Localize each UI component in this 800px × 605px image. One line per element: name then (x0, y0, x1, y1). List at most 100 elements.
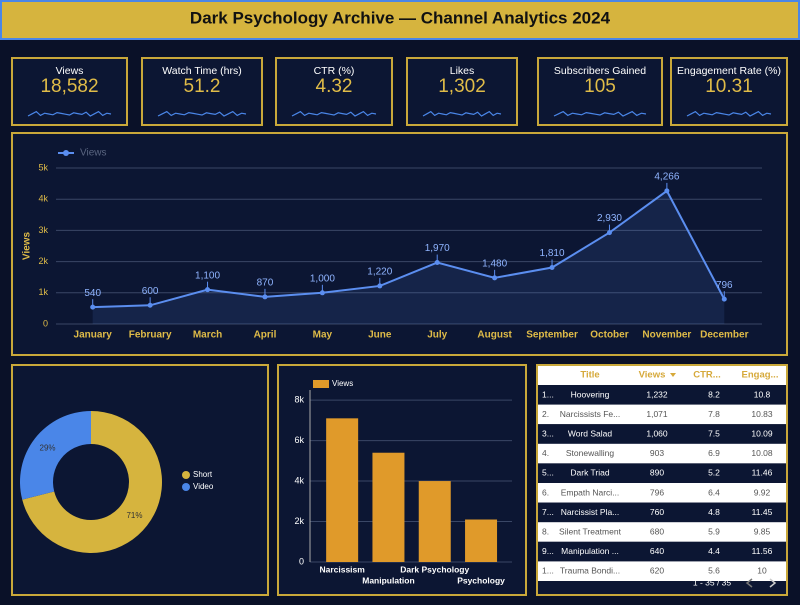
point (90, 304, 96, 310)
kpi-value: 1,302 (438, 76, 486, 97)
bar (326, 418, 359, 562)
sparkline (157, 110, 247, 117)
point (549, 265, 555, 271)
point (319, 290, 325, 296)
y-tick-label: 0 (299, 556, 304, 566)
table-cell: 7.8 (708, 409, 720, 419)
table-cell: 4.4 (708, 546, 720, 556)
point (721, 296, 727, 302)
table-cell: 7.5 (708, 428, 720, 438)
table-cell: 6.4 (708, 487, 720, 497)
y-tick-label: 4k (294, 475, 304, 485)
x-tick-label: December (700, 330, 748, 341)
table-cell: 9.85 (754, 526, 771, 536)
data-label: 1,480 (482, 258, 507, 269)
kpi-value: 4.32 (316, 76, 353, 97)
pie-slice (20, 411, 92, 500)
table-cell: 10.8 (754, 389, 771, 399)
table-cell: Narcissist Pla... (561, 507, 620, 517)
kpi-label: Watch Time (hrs) (162, 65, 242, 77)
kpi-value: 105 (584, 76, 616, 97)
table-row (538, 502, 786, 523)
kpi-label: Subscribers Gained (554, 65, 646, 77)
x-tick-label: August (477, 330, 512, 341)
table-cell: 5.6 (708, 566, 720, 576)
table-cell: 8. (542, 526, 549, 536)
x-tick-label: April (254, 330, 277, 341)
column-header: Engag... (742, 370, 779, 381)
table-row (538, 404, 786, 425)
x-tick-label: May (313, 330, 333, 341)
y-tick-label: 5k (38, 162, 48, 172)
kpi-value: 18,582 (40, 76, 98, 97)
point (434, 260, 440, 266)
header-bar (0, 0, 800, 40)
y-axis-label: Views (22, 231, 33, 260)
legend-label: Video (193, 482, 214, 491)
legend-swatch (313, 380, 329, 388)
table-cell: 1,071 (646, 409, 668, 419)
table-cell: 1,232 (646, 389, 668, 399)
x-tick-label: Narcissism (319, 564, 365, 574)
line-area (92, 190, 725, 324)
table-cell: 680 (650, 526, 664, 536)
page-next[interactable] (769, 578, 777, 588)
table-cell: 10.08 (751, 448, 773, 458)
slice-label: 71% (126, 511, 142, 520)
y-tick-label: 8k (294, 394, 304, 404)
legend-marker (182, 483, 190, 491)
y-tick-label: 4k (38, 194, 48, 204)
sparkline (422, 110, 502, 117)
table-cell: Dark Triad (570, 468, 609, 478)
table-cell: 640 (650, 546, 664, 556)
legend-label: Views (332, 379, 353, 388)
bar (465, 519, 498, 562)
table-cell: 9.92 (754, 487, 771, 497)
table-row (538, 385, 786, 405)
table-cell: 5... (542, 468, 554, 478)
table-cell: 11.46 (752, 468, 773, 478)
legend-marker (63, 150, 69, 156)
x-tick-label: March (193, 330, 222, 341)
data-label: 1,220 (367, 267, 392, 278)
table-cell: 7... (542, 507, 554, 517)
y-tick-label: 2k (294, 516, 304, 526)
line-panel (11, 132, 788, 356)
page-prev[interactable] (745, 578, 753, 588)
table-cell: 11.45 (752, 507, 773, 517)
column-header: Views (639, 370, 666, 381)
table-row (538, 522, 786, 542)
x-tick-label: November (642, 330, 691, 341)
table-cell: 10.09 (751, 428, 773, 438)
table-cell: 903 (650, 448, 664, 458)
bar (418, 481, 451, 562)
data-label: 1,000 (310, 273, 335, 284)
point (205, 287, 211, 293)
data-label: 540 (84, 288, 101, 299)
table-cell: 1,060 (646, 428, 668, 438)
dashboard-title: Dark Psychology Archive — Channel Analyt… (190, 8, 611, 27)
table-cell: Trauma Bondi... (560, 566, 620, 576)
table-cell: 6. (542, 487, 549, 497)
sparkline (27, 110, 112, 117)
table-row (538, 483, 786, 503)
table-cell: 8.2 (708, 389, 720, 399)
data-label: 1,100 (195, 270, 220, 281)
data-label: 870 (257, 277, 274, 288)
legend-label: Short (193, 470, 213, 479)
table-cell: 5.2 (708, 468, 720, 478)
y-tick-label: 6k (294, 435, 304, 445)
kpi-value: 10.31 (705, 76, 753, 97)
sparkline (686, 110, 772, 117)
table-cell: 10 (757, 566, 767, 576)
pie-slice (22, 411, 162, 554)
x-tick-label: February (129, 330, 172, 341)
y-tick-label: 0 (43, 318, 48, 328)
table-cell: 10.83 (751, 409, 773, 419)
x-tick-label: Manipulation (362, 575, 414, 585)
table-cell: Word Salad (568, 428, 613, 438)
table-cell: 11.56 (752, 546, 773, 556)
data-label: 4,266 (654, 172, 679, 183)
